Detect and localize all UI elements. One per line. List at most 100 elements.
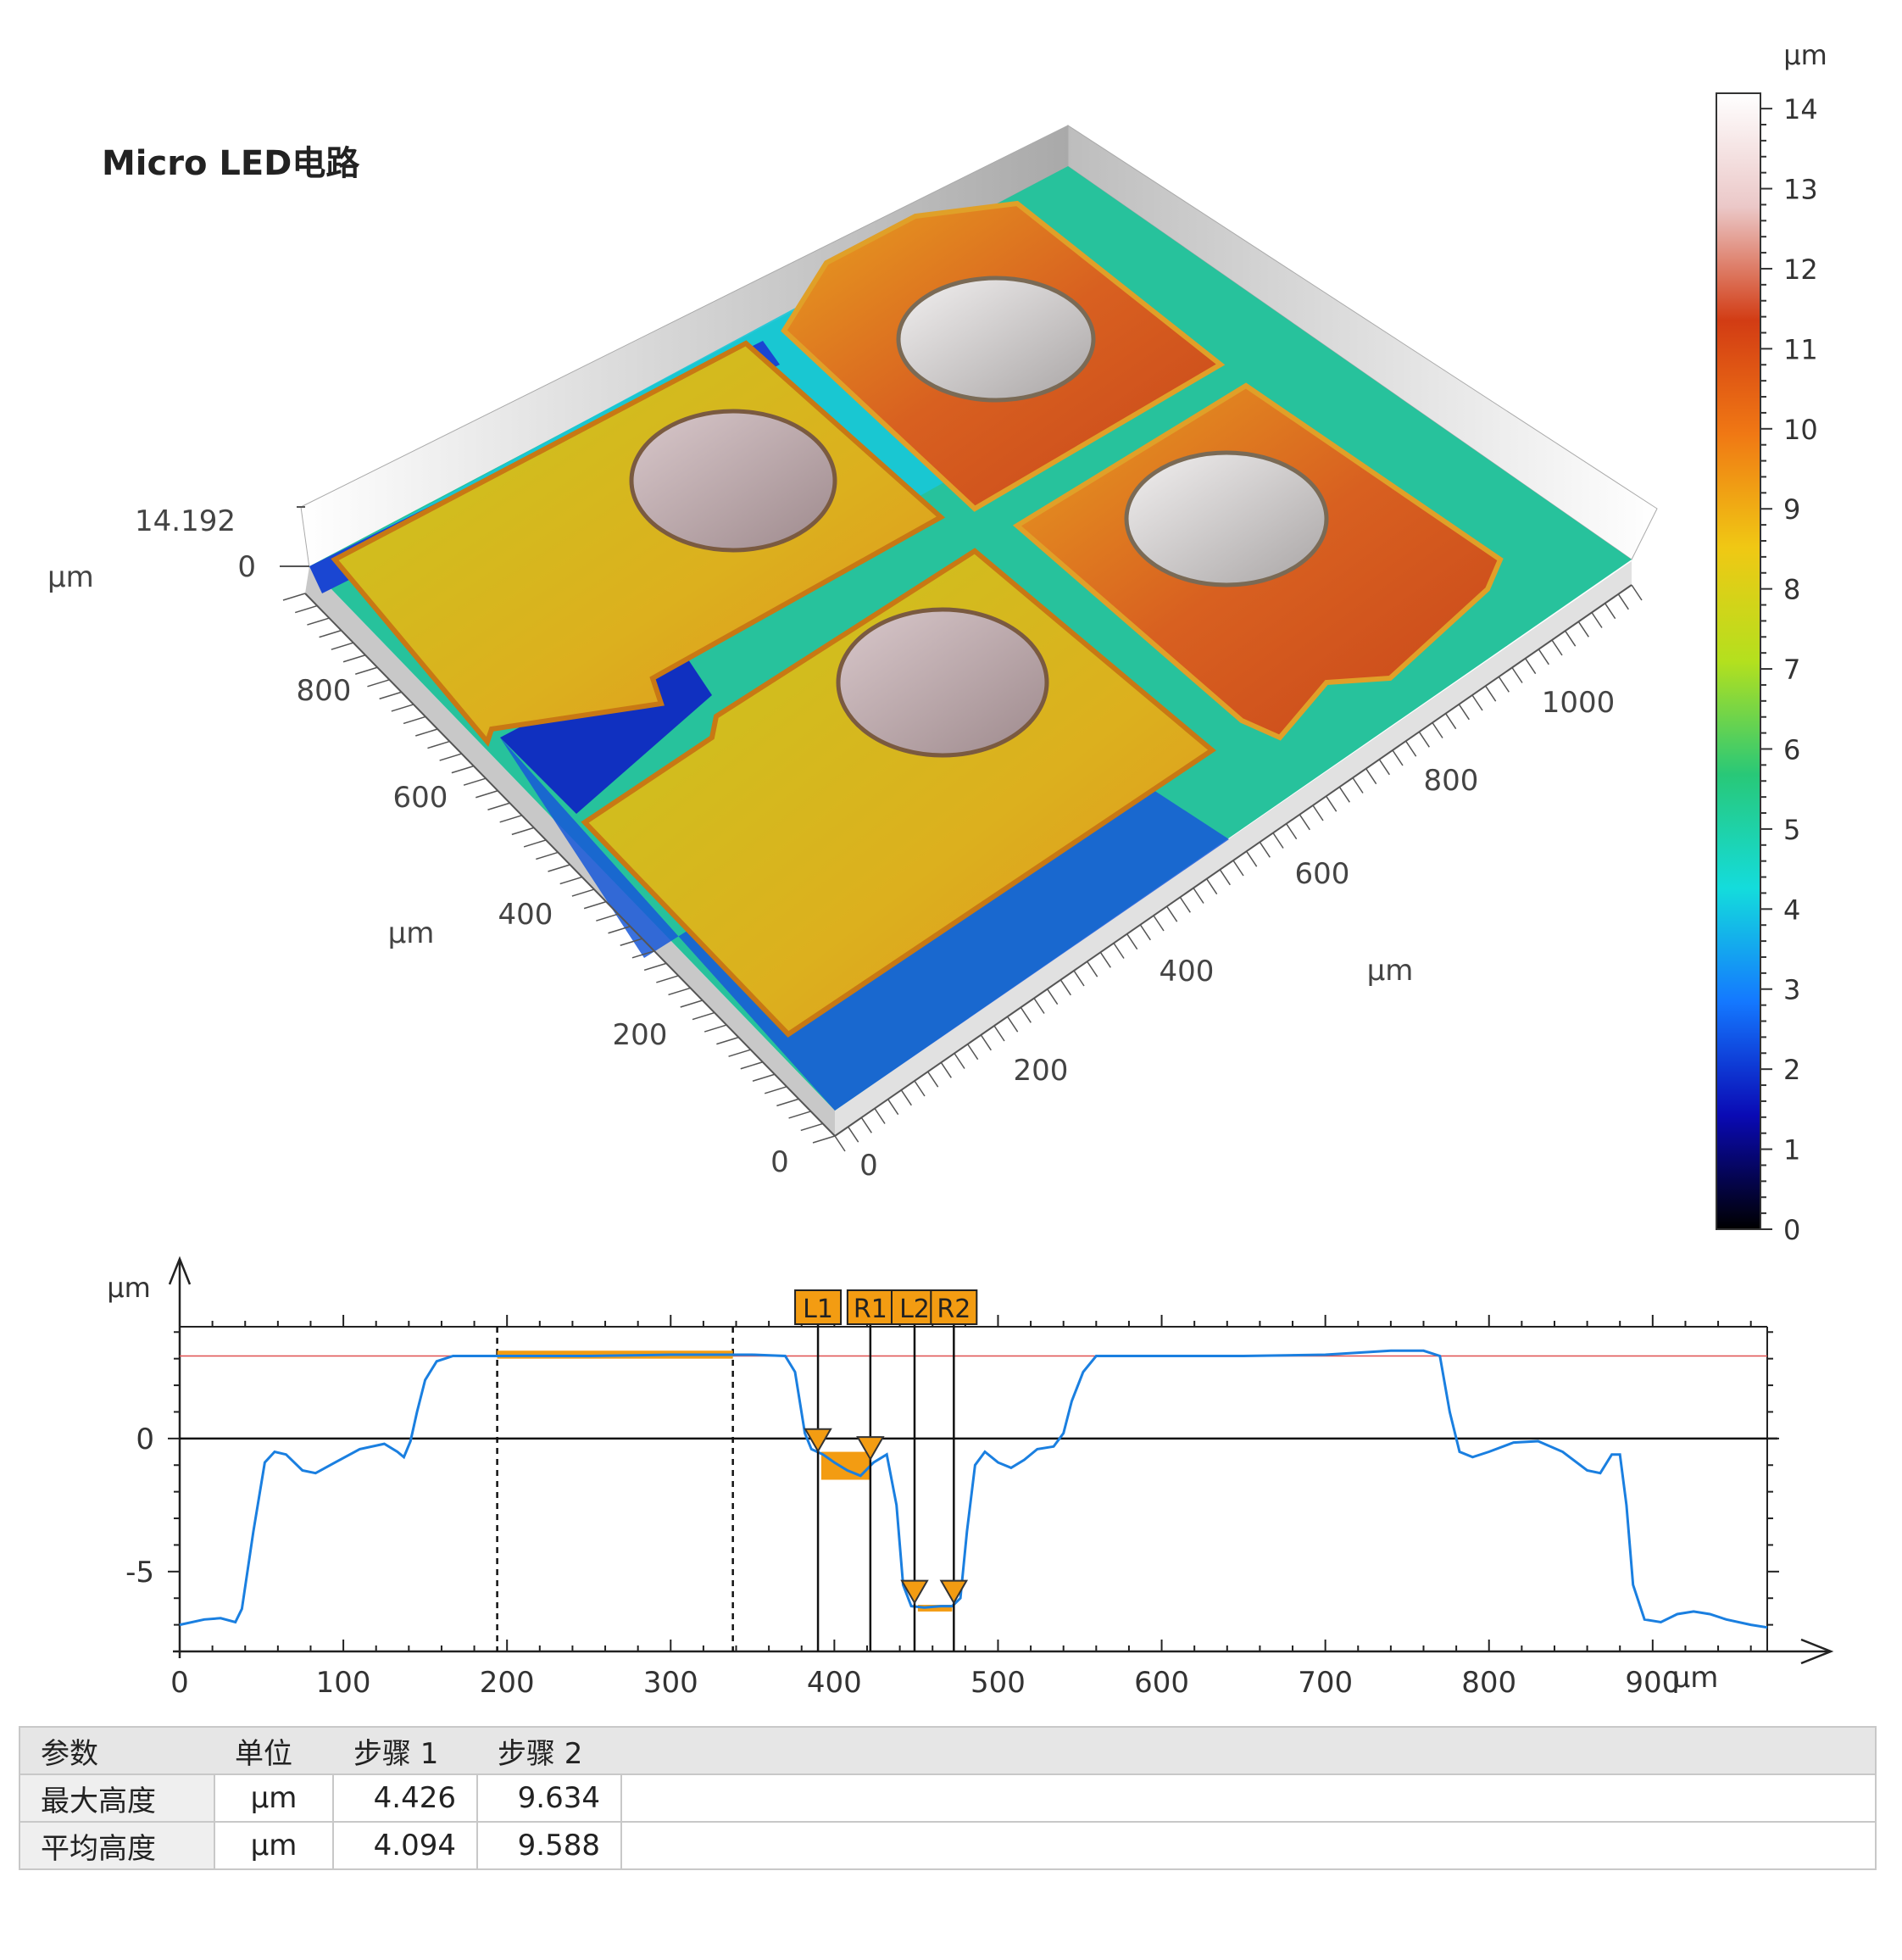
- profile-x-tick-label: 400: [807, 1666, 862, 1700]
- colorbar-tick-label: 6: [1783, 733, 1800, 766]
- surface-x-tick: [1286, 823, 1298, 840]
- x-axis-tick-800: 800: [1424, 764, 1479, 798]
- surface-y-tick: [583, 900, 607, 910]
- surface-x-tick: [1326, 795, 1338, 812]
- surface-y-tick: [776, 1098, 799, 1107]
- x-axis-tick-0: 0: [859, 1149, 878, 1183]
- surface-y-tick: [342, 654, 366, 663]
- surface-y-tick: [631, 950, 655, 959]
- surface-x-tick: [1378, 759, 1390, 776]
- surface-y-tick: [415, 728, 438, 737]
- profile-x-tick-label: 300: [643, 1666, 698, 1700]
- table-header-step2: 步骤 2: [477, 1727, 621, 1774]
- surface-x-tick: [848, 1126, 859, 1143]
- colorbar-tick-label: 2: [1783, 1054, 1800, 1086]
- profile-cursor-marker: [804, 1428, 832, 1453]
- profile-x-tick-label: 100: [316, 1666, 371, 1700]
- surface-x-tick: [834, 1135, 846, 1152]
- surface-trench-mid: [500, 644, 712, 814]
- surface-ticks: [282, 584, 1643, 1152]
- surface-x-tick: [1087, 961, 1098, 977]
- colorbar-tick-label: 12: [1783, 253, 1818, 286]
- electrode-pad-yellow-front: [581, 548, 1216, 1038]
- table-cell-unit: μm: [214, 1821, 333, 1869]
- surface-x-tick: [980, 1034, 992, 1051]
- surface-x-tick: [1059, 979, 1071, 996]
- surface-x-tick: [1617, 593, 1629, 610]
- surface-y-tick: [511, 827, 535, 836]
- colorbar-tick-label: 9: [1783, 493, 1800, 526]
- profile-x-tick-label: 800: [1461, 1666, 1516, 1700]
- surface-x-tick: [1392, 749, 1404, 766]
- y-axis-tick-600: 600: [393, 781, 448, 815]
- profile-series-line: [179, 1349, 1768, 1629]
- profile-cursor-marker: [939, 1579, 969, 1605]
- surface-x-tick: [1099, 951, 1111, 968]
- surface-x-tick: [993, 1025, 1005, 1042]
- surface-x-tick: [1631, 584, 1643, 601]
- profile-cursor-label: R1: [854, 1295, 887, 1324]
- colorbar-tick-label: 7: [1783, 654, 1800, 686]
- contact-pad-right: [1124, 450, 1329, 587]
- surface-x-tick: [1538, 649, 1549, 665]
- profile-cursor-marker: [856, 1436, 885, 1462]
- surface-x-tick: [1565, 630, 1577, 647]
- surface-x-tick: [1418, 731, 1430, 748]
- surface-y-tick: [800, 1122, 824, 1132]
- surface-y-tick: [536, 851, 559, 860]
- surface-x-tick: [1485, 685, 1497, 702]
- surface-x-tick: [1047, 988, 1059, 1005]
- colorbar-tick-label: 10: [1783, 414, 1818, 446]
- surface-x-tick: [887, 1099, 899, 1116]
- profile-x-tick-label: 700: [1298, 1666, 1353, 1700]
- surface-x-tick: [1299, 814, 1310, 831]
- colorbar-tick-label: 14: [1783, 93, 1818, 125]
- surface-x-tick: [1365, 768, 1377, 785]
- surface-y-tick: [439, 753, 462, 761]
- x-axis-unit-label: μm: [1367, 954, 1414, 988]
- surface-x-tick: [954, 1053, 965, 1069]
- table-row: 平均高度 μm 4.094 9.588: [19, 1821, 1876, 1869]
- table-header-filler: [621, 1727, 1876, 1774]
- table-header-step1: 步骤 1: [333, 1727, 477, 1774]
- surface-x-tick: [1498, 676, 1510, 693]
- surface-x-tick: [1471, 694, 1483, 711]
- profile-plot-area: 0 100 200 300 400 500 600 700 800 900 0 -5 L1 R1 L2 R2: [125, 1256, 1834, 1700]
- profile-step-band: [820, 1451, 870, 1480]
- y-axis-tick-0: 0: [770, 1145, 789, 1179]
- colorbar-tick-label: 13: [1783, 174, 1818, 206]
- y-axis-tick-200: 200: [613, 1018, 668, 1052]
- table-cell-filler: [620, 1773, 1876, 1822]
- colorbar-tick-label: 8: [1783, 574, 1800, 606]
- y-axis-tick-800: 800: [297, 674, 352, 708]
- colorbar-tick-label: 4: [1783, 894, 1800, 926]
- x-axis-tick-600: 600: [1295, 857, 1350, 891]
- profile-y-unit-label: μm: [107, 1272, 151, 1304]
- surface-x-tick: [1007, 1016, 1019, 1033]
- surface-y-tick: [523, 839, 547, 848]
- surface-x-tick: [1206, 878, 1218, 895]
- surface-y-tick: [740, 1061, 763, 1070]
- step-results-table: 参数 单位 步骤 1 步骤 2 最大高度 μm 4.426 9.634 平均高度…: [19, 1726, 1877, 1870]
- table-header-row: 参数 单位 步骤 1 步骤 2: [19, 1727, 1876, 1774]
- surface-x-tick: [1577, 621, 1589, 638]
- profile-cursor-label: L1: [803, 1295, 833, 1324]
- surface-x-tick: [1259, 841, 1271, 858]
- profile-chart: μm μm 0 100 200 300 400 500 600 700 800 900 0 -5 L1 R…: [107, 1256, 1834, 1700]
- surface-y-tick: [643, 962, 667, 972]
- surface-y-tick: [427, 740, 450, 749]
- surface-x-tick: [1219, 869, 1231, 886]
- contact-pad-left: [629, 409, 837, 553]
- z-axis-min-label: 0: [237, 550, 256, 584]
- y-axis-tick-400: 400: [498, 898, 553, 932]
- surface-y-tick: [608, 926, 631, 934]
- surface-y-tick: [752, 1073, 776, 1082]
- profile-cursor-marker: [900, 1579, 929, 1605]
- surface-y-tick: [704, 1024, 727, 1033]
- table-header-unit: 单位: [214, 1727, 333, 1774]
- surface-x-tick: [1352, 777, 1364, 793]
- table-cell-step2: 9.634: [476, 1773, 621, 1822]
- surface-y-tick: [764, 1086, 787, 1094]
- x-axis-tick-400: 400: [1160, 955, 1215, 988]
